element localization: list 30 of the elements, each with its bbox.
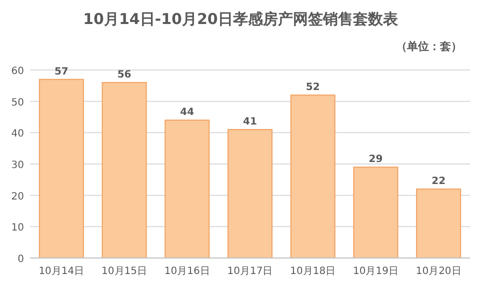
data-label: 56 — [117, 70, 132, 81]
data-label: 41 — [243, 116, 257, 128]
data-label: 52 — [306, 82, 320, 94]
chart-title: 10月14日-10月20日孝感房产网签销售套数表 — [83, 10, 399, 28]
x-tick-label: 10月14日 — [38, 266, 84, 277]
data-label: 29 — [368, 154, 383, 166]
bar — [164, 120, 210, 258]
y-tick-label: 0 — [18, 254, 24, 265]
y-tick-label: 40 — [11, 128, 24, 140]
data-label: 22 — [432, 176, 446, 188]
x-tick-label: 10月17日 — [227, 266, 273, 277]
x-tick-label: 10月19日 — [352, 266, 398, 277]
y-tick-label: 60 — [11, 66, 24, 77]
x-tick-label: 10月15日 — [102, 266, 148, 277]
x-tick-label: 10月20日 — [416, 266, 462, 277]
bar — [353, 166, 398, 258]
x-tick-label: 10月16日 — [164, 266, 210, 277]
y-tick-label: 20 — [11, 191, 24, 202]
chart-subtitle: （单位：套） — [396, 40, 462, 53]
bar — [416, 188, 462, 258]
bar — [228, 129, 272, 258]
y-tick-label: 30 — [11, 160, 24, 171]
y-tick-label: 10 — [11, 222, 24, 234]
bar — [38, 78, 84, 258]
data-label: 44 — [180, 107, 194, 118]
y-tick-label: 50 — [11, 97, 24, 108]
bar — [102, 82, 147, 258]
x-tick-label: 10月18日 — [290, 266, 336, 277]
bar — [290, 94, 336, 258]
data-label: 57 — [54, 66, 68, 78]
